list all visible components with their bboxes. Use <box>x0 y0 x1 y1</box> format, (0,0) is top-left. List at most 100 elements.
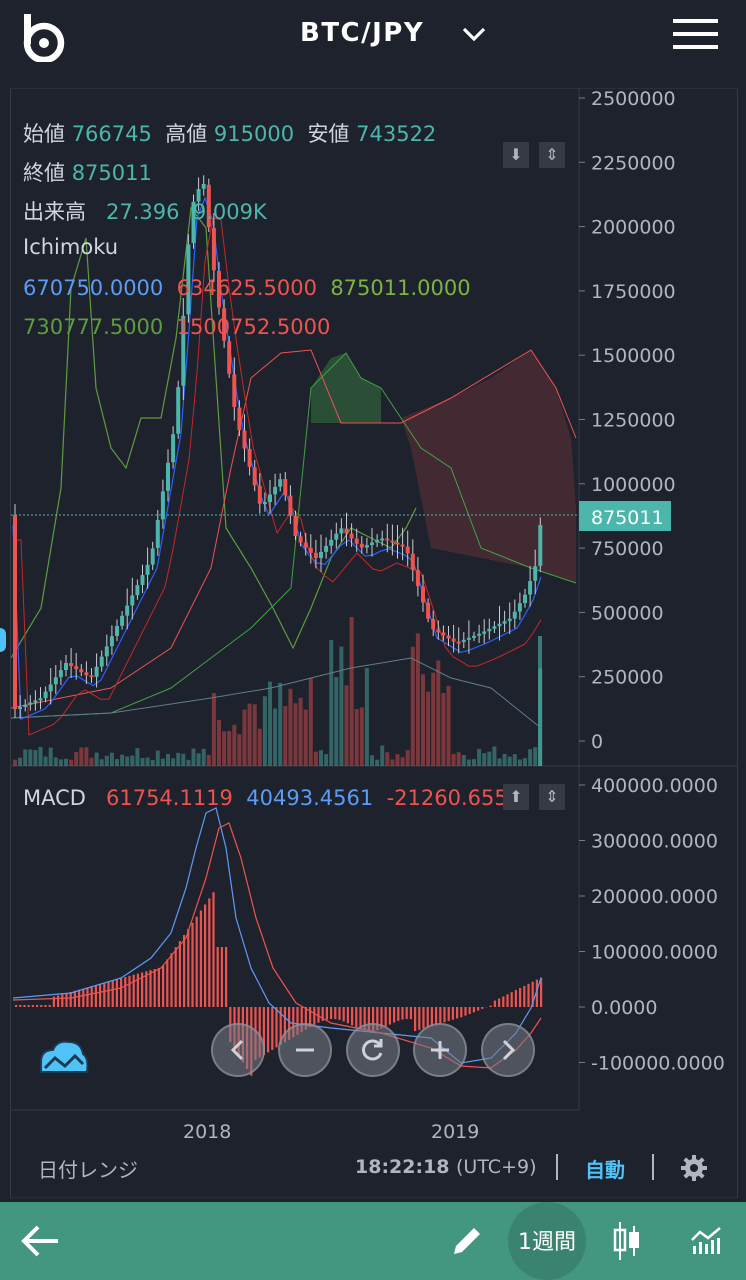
candle-body <box>502 621 507 624</box>
volume-bar <box>492 746 497 766</box>
volume-bar <box>94 752 99 766</box>
ichimoku-lines <box>11 196 577 736</box>
reset-button[interactable] <box>346 1023 400 1077</box>
bottom-toolbar <box>0 1202 746 1280</box>
macd-histogram-bar <box>481 1007 484 1009</box>
chart-area[interactable]: 2500000 2250000 2000000 1750000 1500000 12500… <box>10 88 738 1198</box>
candle-body <box>186 244 191 315</box>
chevron-down-icon[interactable] <box>462 24 486 44</box>
macd-histogram-bar <box>422 1007 425 1029</box>
chart-footer: 日付レンジ 18:22:18 (UTC+9) 自動 <box>10 1146 736 1194</box>
volume-bar <box>145 757 150 766</box>
macd-histogram-bar <box>212 892 215 1007</box>
price-axis-label: 1750000 <box>591 281 676 303</box>
candlestick-icon[interactable] <box>612 1220 642 1262</box>
chart-canvas[interactable]: 2500000225000020000001750000150000012500… <box>11 88 737 1198</box>
volume-bar <box>497 758 502 766</box>
volume-bar <box>390 759 395 766</box>
macd-histogram-bar <box>506 994 509 1007</box>
price-axis-label: 750000 <box>591 538 664 560</box>
macd-histogram-bar <box>65 993 68 1007</box>
macd-histogram-bar <box>115 979 118 1007</box>
left-edge-handle[interactable] <box>0 628 6 652</box>
macd-histogram-bar <box>36 1005 39 1007</box>
macd-label: MACD <box>23 786 86 810</box>
candle-body <box>517 603 522 612</box>
macd-histogram-bar <box>183 935 186 1007</box>
volume-bar <box>23 749 28 766</box>
macd-histogram-bar <box>426 1007 429 1028</box>
timezone[interactable]: (UTC+9) <box>456 1156 537 1178</box>
low-label: 安値 <box>307 122 350 146</box>
volume-bar <box>43 756 48 766</box>
volume-bar <box>18 757 23 766</box>
candle-body <box>130 595 135 606</box>
macd-histogram-bar <box>57 995 60 1007</box>
volume-bar <box>472 759 476 766</box>
pair-selector[interactable]: BTC/JPY <box>300 18 425 48</box>
volume-bar <box>232 724 237 766</box>
back-arrow-icon[interactable] <box>20 1224 60 1258</box>
move-down-button[interactable]: ⬇ <box>503 142 529 168</box>
macd-histogram-bar <box>31 1005 34 1007</box>
candle-body <box>380 538 385 541</box>
macd-histogram-bar <box>397 1007 400 1021</box>
macd-histogram-bar <box>451 1007 454 1020</box>
logo-icon[interactable] <box>20 12 68 62</box>
zoom-out-button[interactable] <box>278 1023 332 1077</box>
signal-line <box>12 822 542 1069</box>
macd-axis-label: 0.0000 <box>591 997 657 1019</box>
move-both-button[interactable]: ⇕ <box>539 142 565 168</box>
candle-body <box>232 374 237 407</box>
macd-histogram-bar <box>435 1007 438 1025</box>
zoom-in-button[interactable] <box>413 1023 467 1077</box>
candle-body <box>268 494 272 502</box>
move-both-button-2[interactable]: ⇕ <box>539 784 565 810</box>
volume-bar <box>523 758 527 766</box>
cloud-red <box>401 350 576 583</box>
volume-bar <box>354 709 359 766</box>
volume-ma-line <box>11 657 542 729</box>
candle-body <box>349 533 354 539</box>
close-label: 終値 <box>23 161 65 185</box>
volume-bar <box>446 685 451 766</box>
volume-bar <box>53 757 58 766</box>
scroll-left-button[interactable] <box>211 1023 265 1077</box>
indicator-icon[interactable] <box>690 1224 722 1256</box>
volume-bar <box>135 748 140 766</box>
macd-histogram-bar <box>439 1007 442 1024</box>
move-up-button[interactable]: ⬆ <box>503 784 529 810</box>
price-axis-label: 2250000 <box>591 152 676 174</box>
macd-histogram-bar <box>40 1005 43 1007</box>
volume-bar <box>69 759 74 766</box>
macd-histogram-bar <box>405 1007 408 1020</box>
volume-bar <box>176 752 181 766</box>
macd-histogram-bar <box>69 991 72 1007</box>
candle-body <box>283 479 288 496</box>
auto-scale-button[interactable]: 自動 <box>585 1158 625 1182</box>
macd-histogram-bar <box>128 975 131 1007</box>
candle-body <box>18 706 23 710</box>
ichimoku-label: Ichimoku <box>23 235 119 259</box>
cloud-icon[interactable] <box>40 1040 89 1073</box>
macd-histogram-bar <box>460 1007 463 1018</box>
macd-histogram-bar <box>208 898 211 1007</box>
candle-body <box>171 434 176 463</box>
date-range-button[interactable]: 日付レンジ <box>38 1158 138 1182</box>
candle-body <box>120 615 125 626</box>
volume-bar <box>507 756 512 766</box>
volume-bar <box>415 633 420 766</box>
volume-bar <box>64 758 68 766</box>
macd-histogram-bar <box>498 998 501 1007</box>
settings-icon[interactable] <box>680 1154 708 1182</box>
pencil-icon[interactable] <box>450 1224 484 1258</box>
scroll-right-button[interactable] <box>481 1023 535 1077</box>
candle-body <box>308 547 313 553</box>
menu-icon[interactable] <box>670 16 720 52</box>
volume-bar <box>242 709 247 766</box>
volume-bar <box>303 709 308 766</box>
macd-histogram-bar <box>300 1007 303 1033</box>
volume-bar <box>38 746 43 766</box>
volume-bar <box>211 692 216 766</box>
timeframe-button[interactable]: 1週間 <box>508 1202 586 1280</box>
